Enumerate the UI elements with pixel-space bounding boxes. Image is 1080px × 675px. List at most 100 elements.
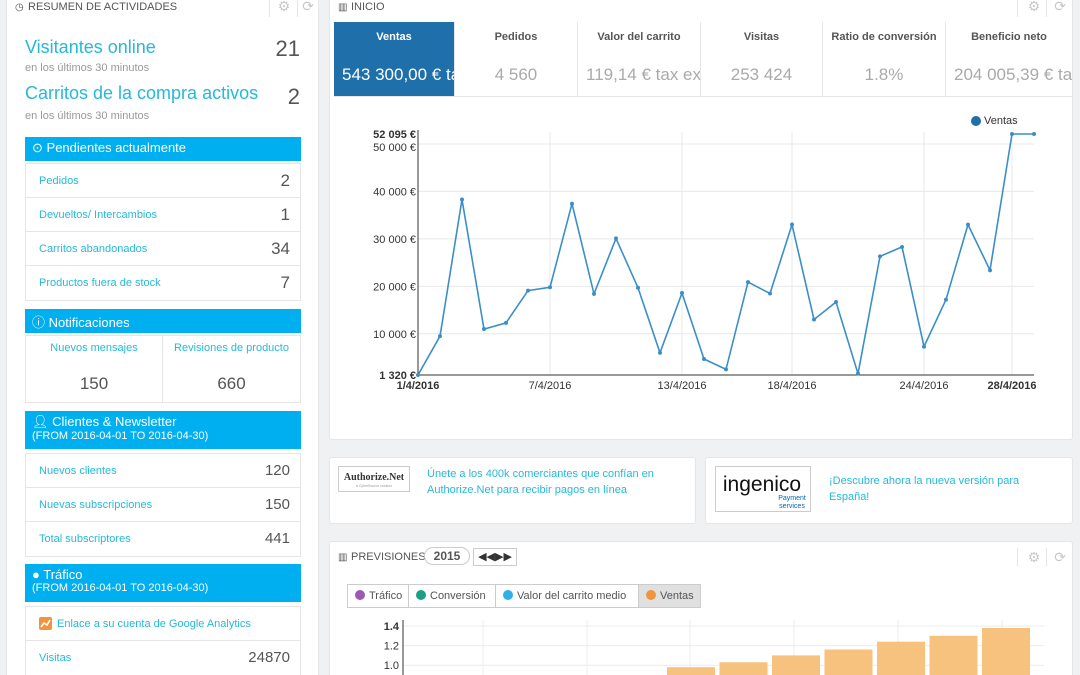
tab-conversion[interactable]: Ratio de conversión 1.8% bbox=[823, 22, 946, 96]
new-messages-value: 150 bbox=[79, 374, 109, 393]
total-subscribers-row[interactable]: Total subscriptores 441 bbox=[26, 522, 300, 556]
forecast-bar[interactable] bbox=[772, 655, 820, 675]
out-of-stock-row[interactable]: Productos fuera de stock 7 bbox=[26, 266, 300, 300]
data-point[interactable] bbox=[812, 317, 816, 322]
pending-orders-row[interactable]: Pedidos 2 bbox=[26, 164, 300, 198]
new-subscriptions-row[interactable]: Nuevas subscripciones 150 bbox=[26, 488, 300, 522]
ingenico-ad[interactable]: ingenico Payment services bbox=[705, 457, 1073, 524]
product-reviews-cell[interactable]: Revisiones de producto 660 bbox=[163, 336, 300, 402]
analytics-link-row[interactable]: Enlace a su cuenta de Google Analytics bbox=[26, 607, 300, 641]
data-point[interactable] bbox=[592, 291, 596, 296]
data-point[interactable] bbox=[416, 373, 420, 377]
pending-returns-label[interactable]: Devueltos/ Intercambios bbox=[39, 209, 157, 221]
data-point[interactable] bbox=[636, 285, 640, 290]
forecast-bar[interactable] bbox=[877, 641, 925, 675]
visits-label[interactable]: Visitas bbox=[39, 652, 72, 664]
forecast-year[interactable]: 2015 bbox=[424, 547, 470, 565]
data-point[interactable] bbox=[856, 371, 860, 376]
new-messages-label[interactable]: Nuevos mensajes bbox=[50, 342, 138, 354]
refresh-icon[interactable]: ⟳ bbox=[302, 0, 314, 14]
data-point[interactable] bbox=[768, 291, 772, 296]
data-point[interactable] bbox=[680, 290, 684, 295]
tab-visits-value: 253 424 bbox=[730, 65, 793, 84]
tab-net-profit[interactable]: Beneficio neto 204 005,39 € tax excl. bbox=[946, 22, 1072, 96]
total-subscribers-label[interactable]: Total subscriptores bbox=[39, 533, 131, 545]
authorize-net-text[interactable]: Únete a los 400k comerciantes que confía… bbox=[427, 468, 654, 496]
legend-sales-label: Ventas bbox=[660, 590, 694, 602]
data-point[interactable] bbox=[900, 244, 904, 249]
forecast-bar[interactable] bbox=[719, 662, 768, 675]
pending-returns-row[interactable]: Devueltos/ Intercambios 1 bbox=[26, 198, 300, 232]
visits-value: 24870 bbox=[248, 649, 290, 666]
forecast-bar[interactable] bbox=[929, 635, 978, 675]
data-point[interactable] bbox=[922, 344, 926, 349]
legend-traffic[interactable]: Tráfico bbox=[347, 584, 409, 608]
product-reviews-label[interactable]: Revisiones de producto bbox=[174, 342, 289, 354]
next-year-icon[interactable]: ▶▶ bbox=[495, 551, 512, 563]
data-point[interactable] bbox=[988, 268, 992, 273]
forecast-bar[interactable] bbox=[667, 667, 715, 675]
legend-conversion[interactable]: Conversión bbox=[408, 584, 496, 608]
forecast-bar[interactable] bbox=[982, 627, 1030, 675]
total-subscribers-value: 441 bbox=[264, 530, 290, 547]
tab-orders[interactable]: Pedidos 4 560 bbox=[455, 22, 578, 96]
data-point[interactable] bbox=[1010, 132, 1014, 136]
legend-avg-cart-label: Valor del carrito medio bbox=[517, 590, 627, 602]
abandoned-carts-label[interactable]: Carritos abandonados bbox=[39, 243, 148, 255]
abandoned-carts-row[interactable]: Carritos abandonados 34 bbox=[26, 232, 300, 266]
tab-visits-label: Visitas bbox=[743, 31, 780, 43]
data-point[interactable] bbox=[702, 356, 706, 361]
data-point[interactable] bbox=[482, 327, 486, 332]
data-point[interactable] bbox=[548, 285, 552, 290]
new-customers-label[interactable]: Nuevos clientes bbox=[39, 465, 117, 477]
gear-icon[interactable]: ⚙ bbox=[277, 0, 291, 14]
refresh-icon[interactable]: ⟳ bbox=[1054, 0, 1066, 14]
data-point[interactable] bbox=[944, 297, 948, 302]
gear-icon[interactable]: ⚙ bbox=[1027, 549, 1041, 565]
out-of-stock-label[interactable]: Productos fuera de stock bbox=[39, 277, 161, 289]
forecast-panel-tools: ⚙ ⟳ bbox=[1028, 550, 1066, 564]
analytics-link[interactable]: Enlace a su cuenta de Google Analytics bbox=[57, 618, 251, 630]
data-point[interactable] bbox=[614, 236, 618, 241]
data-point[interactable] bbox=[966, 222, 970, 227]
new-messages-cell[interactable]: Nuevos mensajes 150 bbox=[26, 336, 163, 402]
svg-text:services: services bbox=[779, 503, 805, 510]
pending-title: Pendientes actualmente bbox=[46, 140, 187, 155]
data-point[interactable] bbox=[1032, 132, 1036, 136]
new-subscriptions-label[interactable]: Nuevas subscripciones bbox=[39, 499, 153, 511]
legend-avg-cart[interactable]: Valor del carrito medio bbox=[495, 584, 639, 608]
active-carts-label[interactable]: Carritos de la compra activos bbox=[25, 83, 259, 103]
data-point[interactable] bbox=[504, 320, 508, 325]
forecast-bar[interactable] bbox=[824, 649, 873, 675]
data-point[interactable] bbox=[570, 201, 574, 206]
data-point[interactable] bbox=[438, 334, 442, 339]
authorize-net-ad[interactable]: Authorize.Net a CyberSource solution bbox=[329, 457, 696, 524]
tab-cart-value[interactable]: Valor del carrito 119,14 € tax excl. bbox=[578, 22, 701, 96]
data-point[interactable] bbox=[526, 288, 530, 293]
gear-icon[interactable]: ⚙ bbox=[1027, 0, 1041, 14]
data-point[interactable] bbox=[724, 367, 728, 372]
data-point[interactable] bbox=[746, 280, 750, 285]
year-nav: ◀◀▶▶ bbox=[473, 548, 517, 566]
pending-orders-value: 2 bbox=[280, 171, 290, 190]
bar-chart-icon: ▥ bbox=[338, 2, 348, 13]
previous-year-icon[interactable]: ◀◀ bbox=[478, 551, 495, 563]
refresh-icon[interactable]: ⟳ bbox=[1054, 549, 1066, 565]
pending-orders-label[interactable]: Pedidos bbox=[39, 175, 79, 187]
data-point[interactable] bbox=[790, 222, 794, 227]
data-point[interactable] bbox=[834, 299, 838, 304]
data-point[interactable] bbox=[658, 350, 662, 355]
customers-title: Clientes & Newsletter bbox=[52, 414, 177, 429]
tab-sales[interactable]: Ventas 543 300,00 € tax excl. bbox=[334, 22, 455, 96]
ingenico-text[interactable]: ¡Descubre ahora la nueva versión para Es… bbox=[829, 475, 1020, 503]
data-point[interactable] bbox=[460, 197, 464, 202]
data-point[interactable] bbox=[878, 254, 882, 259]
pending-list: Pedidos 2 Devueltos/ Intercambios 1 Carr… bbox=[25, 163, 301, 301]
visitors-online-label[interactable]: Visitantes online bbox=[25, 37, 156, 57]
activity-panel-tools: ⚙ ⟳ bbox=[278, 0, 314, 13]
avg-cart-dot-icon bbox=[503, 590, 513, 600]
new-customers-row[interactable]: Nuevos clientes 120 bbox=[26, 454, 300, 488]
legend-sales[interactable]: Ventas bbox=[638, 584, 701, 608]
visits-row[interactable]: Visitas 24870 bbox=[26, 641, 300, 675]
tab-visits[interactable]: Visitas 253 424 bbox=[701, 22, 823, 96]
